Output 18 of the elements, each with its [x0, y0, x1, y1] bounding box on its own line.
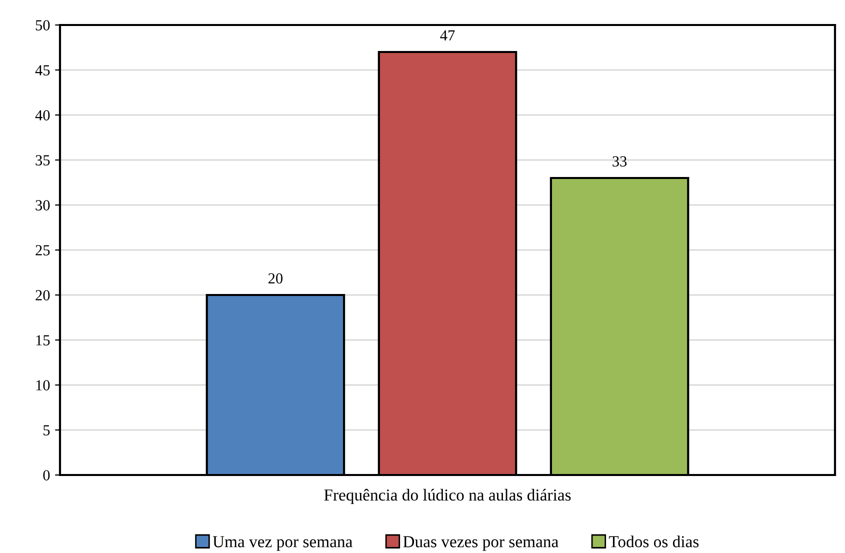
y-tick-label: 0: [43, 470, 50, 480]
legend-label: Duas vezes por semana: [403, 536, 558, 551]
y-tick-label: 50: [36, 20, 50, 30]
y-tick-label: 45: [35, 65, 50, 76]
y-tick-label: 10: [36, 380, 50, 390]
y-tick-label: 40: [35, 110, 50, 120]
x-tick-label: Frequência do lúdico na aulas diárias: [324, 488, 571, 504]
data-label: 20: [268, 273, 283, 284]
legend-label: Todos os dias: [608, 536, 699, 548]
y-tick-label: 35: [36, 155, 50, 166]
y-tick-label: 30: [36, 200, 50, 210]
y-tick-label: 25: [36, 245, 50, 256]
y-tick-label: 5: [44, 425, 50, 436]
legend-label: Uma vez por semana: [212, 536, 352, 551]
y-tick-label: 20: [36, 290, 50, 300]
data-label: 47: [440, 30, 455, 40]
data-label: 33: [612, 156, 627, 167]
y-tick-label: 15: [36, 335, 50, 346]
